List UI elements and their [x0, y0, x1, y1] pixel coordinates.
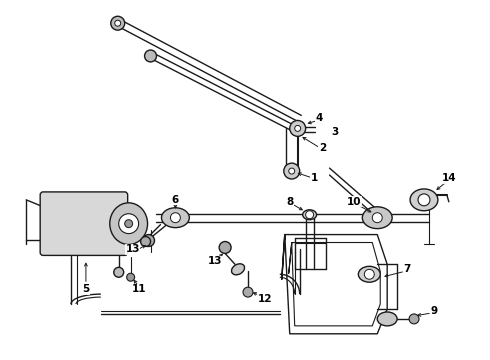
Circle shape	[418, 194, 430, 206]
Ellipse shape	[162, 208, 189, 228]
Circle shape	[294, 125, 301, 131]
Ellipse shape	[231, 264, 245, 275]
Circle shape	[145, 50, 156, 62]
Circle shape	[111, 16, 124, 30]
Text: 2: 2	[319, 143, 326, 153]
Text: 13: 13	[208, 256, 222, 266]
Circle shape	[284, 163, 300, 179]
Text: 13: 13	[125, 244, 140, 255]
Circle shape	[290, 121, 306, 136]
Circle shape	[114, 267, 123, 277]
Ellipse shape	[358, 266, 380, 282]
Ellipse shape	[410, 189, 438, 211]
Text: 10: 10	[347, 197, 362, 207]
Circle shape	[243, 287, 253, 297]
Ellipse shape	[377, 312, 397, 326]
Circle shape	[289, 168, 294, 174]
Ellipse shape	[110, 203, 147, 244]
FancyBboxPatch shape	[40, 192, 128, 255]
Circle shape	[306, 211, 314, 219]
Text: 12: 12	[258, 294, 272, 304]
Circle shape	[115, 20, 121, 26]
Text: 9: 9	[430, 306, 438, 316]
Text: 5: 5	[82, 284, 90, 294]
Ellipse shape	[362, 207, 392, 229]
Circle shape	[171, 213, 180, 223]
Text: 11: 11	[131, 284, 146, 294]
Circle shape	[119, 214, 139, 234]
Circle shape	[143, 235, 154, 247]
Text: 4: 4	[316, 113, 323, 123]
Text: 6: 6	[172, 195, 179, 205]
Circle shape	[124, 220, 133, 228]
Circle shape	[372, 213, 382, 223]
Circle shape	[365, 269, 374, 279]
Text: 1: 1	[311, 173, 318, 183]
Circle shape	[127, 273, 135, 281]
Circle shape	[409, 314, 419, 324]
Circle shape	[219, 242, 231, 253]
Ellipse shape	[303, 210, 317, 220]
Circle shape	[141, 237, 150, 247]
Text: 14: 14	[441, 173, 456, 183]
Text: 7: 7	[403, 264, 411, 274]
Text: 8: 8	[286, 197, 294, 207]
Text: 3: 3	[331, 127, 338, 138]
